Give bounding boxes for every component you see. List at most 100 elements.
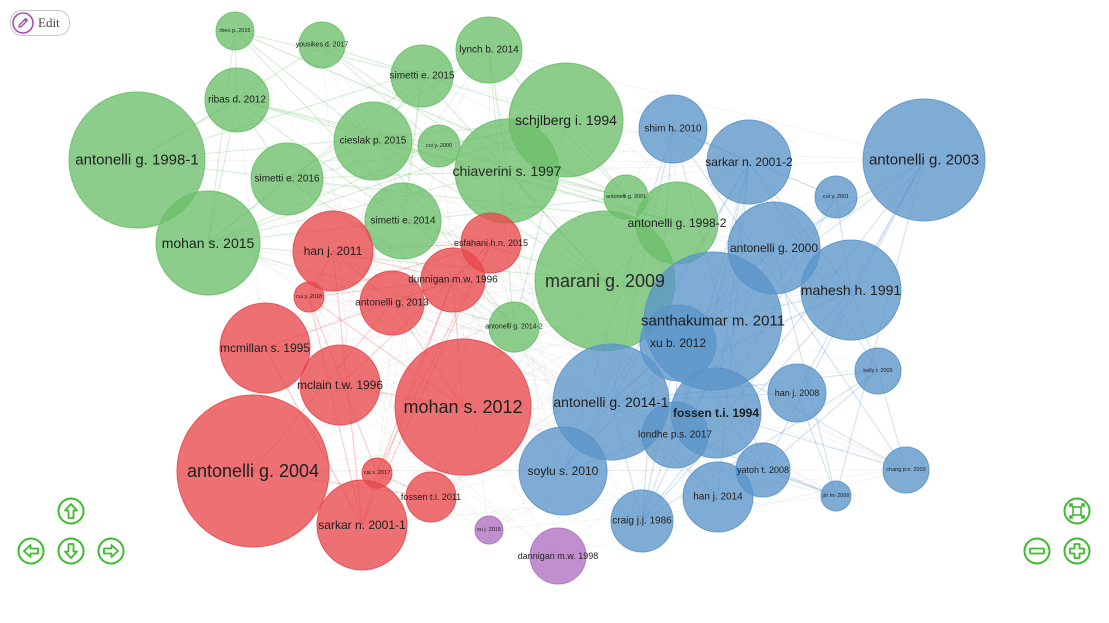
node-n31[interactable]: [518, 426, 608, 516]
node-label: fossen t.i. 2011: [401, 492, 461, 502]
node-label: mcmillan s. 1995: [220, 341, 310, 355]
node-n5[interactable]: [390, 44, 454, 108]
node-label: kelly r. 2005: [863, 368, 892, 374]
node-n37[interactable]: [292, 210, 374, 292]
node-n18[interactable]: [638, 94, 708, 164]
node-n43[interactable]: [299, 344, 381, 426]
node-n30[interactable]: [641, 401, 709, 469]
node-n9[interactable]: [417, 124, 461, 168]
edit-button[interactable]: Edit: [10, 10, 70, 36]
node-label: antonelli g. 2014-2: [485, 324, 543, 331]
node-n7[interactable]: [68, 91, 206, 229]
node-label: dunnigan m.w. 1996: [408, 275, 498, 286]
node-n19[interactable]: [706, 119, 792, 205]
zoom-in-icon: [1063, 537, 1091, 565]
node-n33[interactable]: [882, 446, 930, 494]
node-n4[interactable]: [204, 67, 270, 133]
pan-right-button[interactable]: [97, 537, 125, 565]
node-n13[interactable]: [364, 182, 442, 260]
node-n47[interactable]: [405, 471, 457, 523]
node-n23[interactable]: [800, 239, 902, 341]
arrow-down-icon: [57, 537, 85, 565]
node-label: antonelli g. 2014-1: [553, 394, 668, 410]
node-n40[interactable]: [293, 281, 325, 313]
node-label: cui y. 2018: [296, 294, 322, 300]
node-n11[interactable]: [250, 142, 324, 216]
node-label: simetti e. 2014: [370, 216, 435, 227]
node-n25[interactable]: [639, 304, 717, 382]
node-n35[interactable]: [610, 489, 674, 553]
node-n44[interactable]: [394, 338, 532, 476]
node-label: londhe p.s. 2017: [638, 430, 712, 441]
zoom-out-icon: [1023, 537, 1051, 565]
node-label: cieslak p. 2015: [340, 136, 407, 147]
node-n34[interactable]: [682, 461, 754, 533]
network-edge: [672, 128, 907, 471]
node-n15[interactable]: [155, 190, 261, 296]
node-label: antonelli g. 1998-1: [75, 152, 198, 169]
zoom-in-button[interactable]: [1063, 537, 1091, 565]
node-n3[interactable]: [455, 16, 523, 84]
node-label: esfahani h.n. 2015: [454, 238, 528, 248]
arrow-right-icon: [97, 537, 125, 565]
node-label: santhakumar m. 2011: [641, 313, 785, 330]
edit-label: Edit: [38, 15, 60, 30]
node-label: han j. 2011: [304, 244, 363, 258]
node-n49[interactable]: [474, 515, 504, 545]
node-label: ribas d. 2012: [208, 95, 266, 106]
node-label: soylu s. 2010: [528, 464, 599, 478]
node-label: jin m. 2009: [822, 493, 850, 499]
node-label: rbeo p. 2015: [220, 28, 251, 34]
node-n21[interactable]: [814, 175, 858, 219]
node-label: chang p.n. 2003: [886, 467, 925, 473]
pan-left-button[interactable]: [17, 537, 45, 565]
network-labels: rbeo p. 2015 yousikes d. 2017 lynch b. 201…: [75, 28, 979, 561]
node-n2[interactable]: [298, 21, 346, 69]
node-label: shim h. 2010: [644, 124, 702, 135]
node-label: xu b. 2012: [650, 336, 706, 350]
node-n50[interactable]: [529, 527, 587, 585]
node-label: cai x. 2017: [364, 470, 391, 476]
node-label: antonelli g. 2001: [606, 194, 646, 200]
node-n27[interactable]: [767, 363, 827, 423]
node-label: antonelli g. 2000: [730, 241, 818, 255]
pencil-icon: [12, 12, 34, 34]
node-label: yatoh t. 2008: [737, 465, 789, 475]
node-n42[interactable]: [219, 302, 311, 394]
node-n17[interactable]: [488, 301, 540, 353]
network-edge: [321, 44, 440, 147]
node-n8[interactable]: [333, 101, 413, 181]
node-n45[interactable]: [176, 394, 330, 548]
arrow-up-icon: [57, 497, 85, 525]
pan-down-button[interactable]: [57, 537, 85, 565]
fit-screen-button[interactable]: [1063, 497, 1091, 525]
zoom-out-button[interactable]: [1023, 537, 1051, 565]
node-label: han j. 2008: [775, 388, 820, 398]
node-n1[interactable]: [215, 11, 255, 51]
fit-screen-icon: [1063, 497, 1091, 525]
arrow-left-icon: [17, 537, 45, 565]
node-label: mohan s. 2012: [403, 397, 522, 417]
node-label: mclain t.w. 1996: [297, 378, 383, 392]
node-n20[interactable]: [862, 98, 986, 222]
node-label: xu j. 2015: [477, 527, 501, 533]
node-label: yousikes d. 2017: [296, 42, 349, 49]
node-label: sarkar n. 2001-1: [318, 518, 406, 532]
node-label: antonelli g. 1998-2: [628, 216, 727, 230]
node-n39[interactable]: [420, 247, 486, 313]
node-label: antonelli g. 2013: [355, 298, 429, 309]
network-nodes: [68, 11, 986, 585]
node-label: mohan s. 2015: [162, 235, 255, 251]
node-label: antonelli g. 2003: [869, 152, 979, 169]
node-n26[interactable]: [854, 347, 902, 395]
node-label: simetti e. 2016: [254, 174, 319, 185]
node-label: craig j.j. 1986: [612, 516, 672, 527]
network-edge: [402, 161, 750, 222]
network-edge: [207, 242, 515, 328]
node-n36[interactable]: [820, 480, 852, 512]
node-label: chiaverini s. 1997: [453, 163, 562, 179]
node-n41[interactable]: [359, 270, 425, 336]
pan-up-button[interactable]: [57, 497, 85, 525]
node-n48[interactable]: [316, 479, 408, 571]
